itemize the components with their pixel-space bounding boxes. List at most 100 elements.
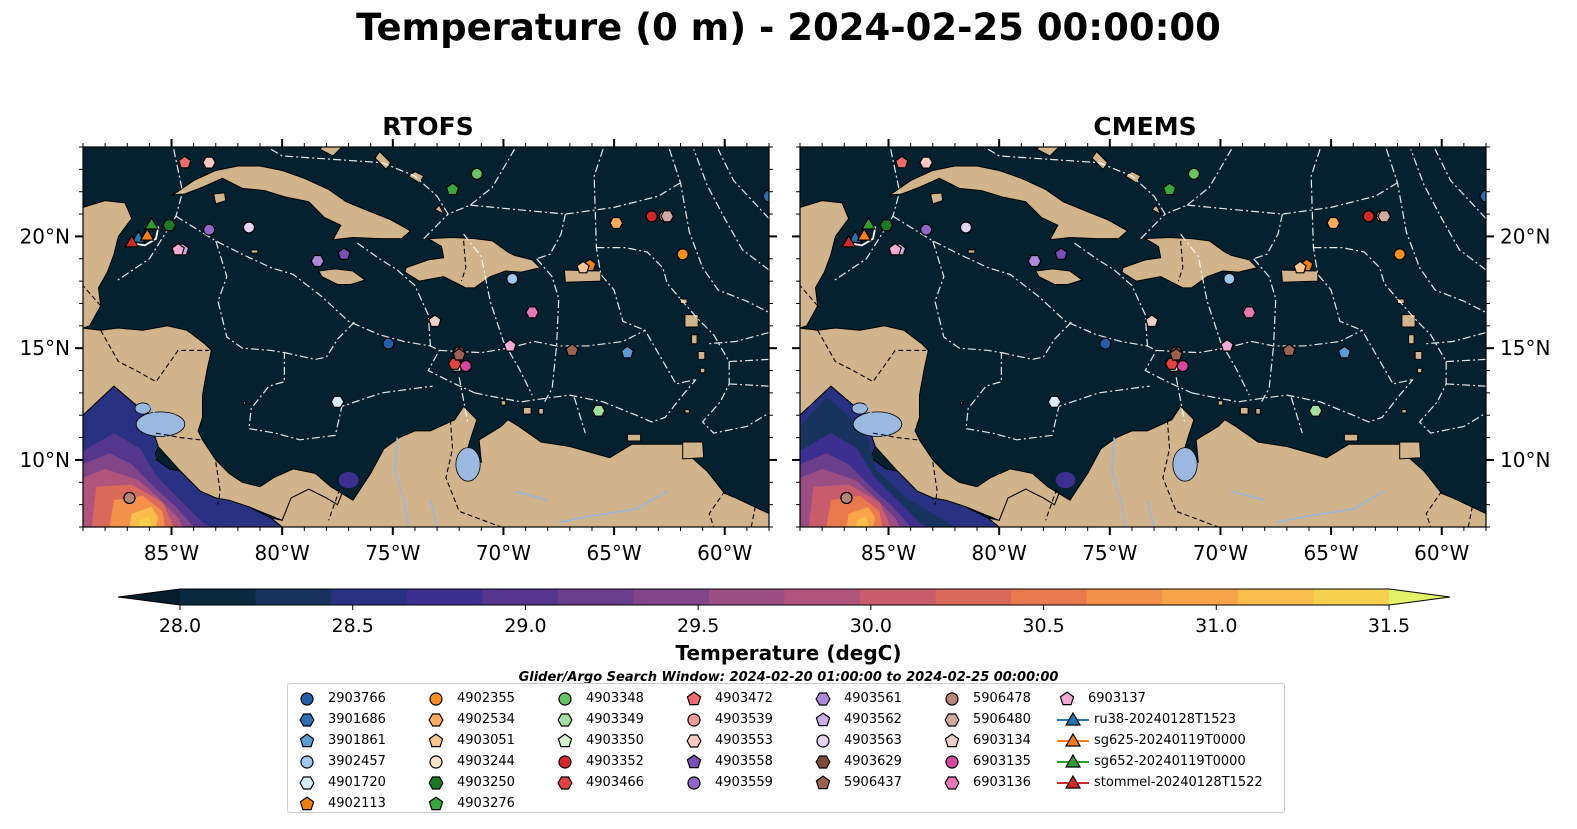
argo-float-marker (1169, 347, 1183, 361)
glider-marker (139, 227, 155, 241)
sst-contour (855, 515, 869, 527)
land-polygon (500, 400, 507, 406)
eez-boundary (680, 298, 769, 434)
argo-float-marker (1308, 404, 1323, 417)
sst-patch (1055, 472, 1076, 489)
argo-float-marker (171, 242, 185, 256)
land-polygon (691, 334, 698, 345)
lon-tick-label: 80°W (255, 541, 310, 565)
argo-float-marker (1187, 167, 1200, 180)
legend-label: 5906478 (973, 691, 1031, 706)
legend-item: 5906478 (941, 688, 1031, 709)
country-border (708, 490, 726, 527)
legend-item: 4903562 (812, 709, 902, 730)
legend-column: 5906478 5906480 6903134 6903135 6903136 (941, 688, 1031, 793)
lake (1172, 447, 1198, 482)
legend-marker (815, 691, 831, 706)
legend-marker (429, 754, 443, 769)
eez-boundary (175, 215, 475, 394)
legend-label: 4903558 (715, 754, 773, 769)
colorbar-segment (1313, 589, 1390, 605)
eez-boundary (1397, 298, 1486, 434)
colorbar-segment (784, 589, 861, 605)
legend-label: 4903561 (844, 691, 902, 706)
argo-float-marker (382, 337, 395, 350)
eez-boundary (1385, 149, 1486, 313)
legend-item: 6903136 (941, 772, 1031, 793)
legend-label: 5906437 (844, 775, 902, 790)
colorbar-segment (1086, 589, 1163, 605)
argo-float-marker (1220, 338, 1234, 352)
legend-marker (944, 775, 960, 790)
legend-label: 4903553 (715, 733, 773, 748)
argo-float-marker (1377, 210, 1392, 223)
eez-boundary (693, 149, 769, 271)
lat-tick-label: 10°N (1500, 448, 1550, 472)
argo-float-marker (337, 247, 351, 260)
legend-item: 6903137 (1056, 688, 1263, 709)
eez-boundary (1140, 213, 1166, 240)
legend-label: 4903250 (457, 775, 515, 790)
lake (455, 447, 481, 482)
legend-triangle-marker (1064, 774, 1082, 789)
legend-column: 4903472 4903539 4903553 4903558 4903559 (683, 688, 773, 793)
legend-label: 4903539 (715, 712, 773, 727)
land-polygon (242, 401, 247, 405)
argo-float-marker (888, 242, 902, 256)
legend-marker (299, 732, 315, 747)
argo-float-marker (920, 223, 933, 236)
argo-float-marker (1326, 216, 1341, 230)
eez-boundary (987, 148, 1233, 215)
legend-item: 4903629 (812, 751, 902, 772)
colorbar-segment (1011, 589, 1088, 605)
argo-float-marker (919, 156, 934, 169)
argo-float-marker (506, 272, 519, 285)
colorbar-segment (633, 589, 710, 605)
legend-hexagon-marker (428, 712, 444, 727)
legend-item: 2903766 (296, 688, 386, 709)
argo-float-marker (1176, 359, 1189, 373)
colorbar-segment (935, 589, 1012, 605)
legend-item: sg652-20240119T0000 (1056, 751, 1263, 772)
legend-marker (428, 775, 444, 790)
argo-float-marker (1162, 182, 1177, 196)
sst-contour (138, 515, 152, 527)
eez-boundary (439, 329, 646, 354)
legend-marker (687, 712, 701, 727)
country-border (445, 419, 502, 527)
river (514, 490, 548, 501)
land-polygon (317, 268, 367, 285)
colorbar-tick-label: 30.5 (1022, 615, 1064, 637)
eez-boundary (932, 240, 1150, 441)
eez-boundary (1446, 358, 1486, 363)
legend-hexagon-marker (944, 775, 960, 790)
colorbar-extend-high (1389, 589, 1450, 605)
land-polygon (684, 314, 699, 328)
lon-tick-label: 85°W (144, 541, 199, 565)
legend-item: 4903563 (812, 730, 902, 751)
legend-marker (1057, 711, 1089, 726)
argo-float-marker (1223, 272, 1236, 285)
legend-marker (815, 774, 831, 789)
legend-item: 4903553 (683, 730, 773, 751)
legend-label: 6903134 (973, 733, 1031, 748)
river (1275, 490, 1385, 524)
legend-pentagon-marker (815, 774, 831, 789)
eez-boundary (1410, 149, 1486, 271)
legend-circle-marker (300, 691, 314, 706)
legend-item: 4903051 (425, 730, 515, 751)
colorbar-segment (331, 589, 408, 605)
legend-label: 4902355 (457, 691, 515, 706)
legend-label: sg652-20240119T0000 (1094, 754, 1246, 769)
legend-pentagon-marker (686, 753, 702, 768)
argo-float-marker (1479, 190, 1486, 203)
lat-tick-label: 10°N (20, 448, 70, 472)
legend-circle-marker (429, 754, 443, 769)
legend-circle-marker (429, 691, 443, 706)
legend-marker (557, 775, 573, 790)
argo-float-marker (445, 182, 460, 196)
colorbar-tick-label: 28.5 (332, 615, 374, 637)
legend-item: 3902457 (296, 751, 386, 772)
argo-float-marker (1099, 337, 1112, 350)
eez-boundary (593, 149, 697, 385)
